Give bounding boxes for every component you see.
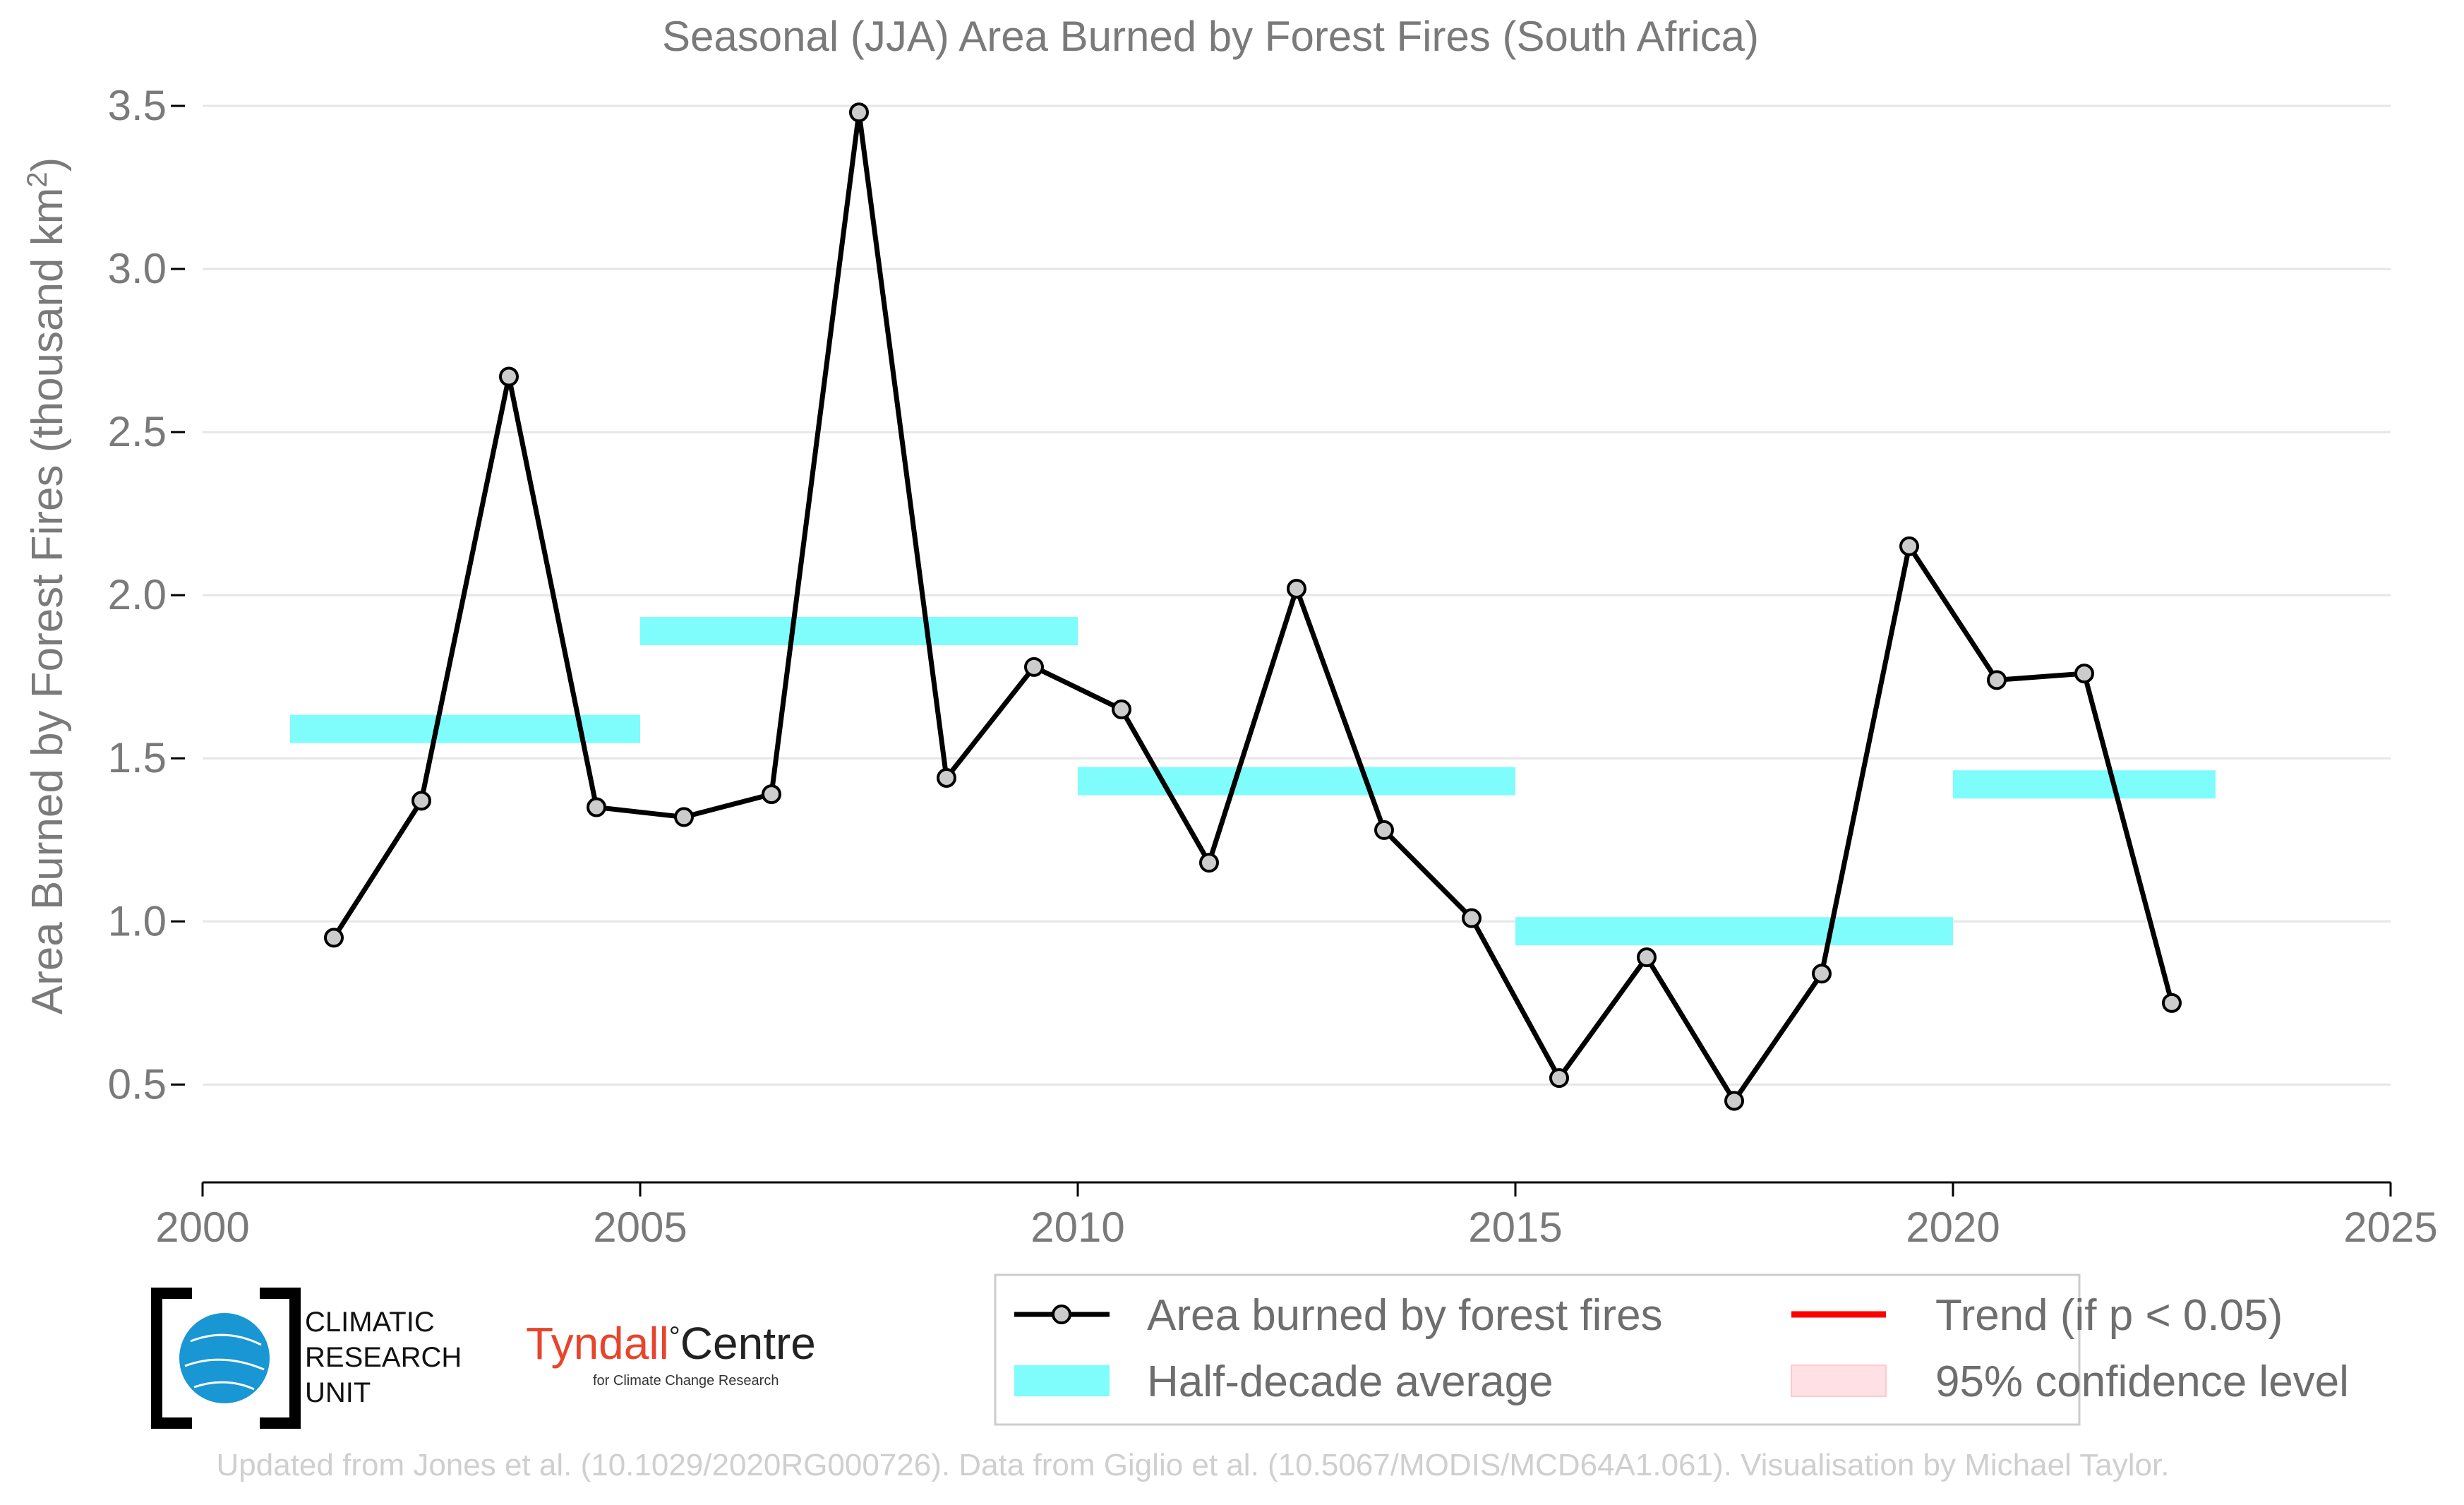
data-point-21	[2162, 993, 2182, 1013]
data-point-1	[411, 791, 431, 811]
tyndall-degree: °	[669, 1321, 680, 1353]
half-decade-band-0	[290, 714, 640, 743]
x-tick-label-1: 2005	[593, 1204, 687, 1251]
y-axis-label-close: )	[23, 157, 72, 172]
cru-text-line1: CLIMATIC	[305, 1307, 435, 1338]
legend-label-area-burned: Area burned by forest fires	[1147, 1291, 1663, 1340]
tyndall-subtitle: for Climate Change Research	[593, 1373, 779, 1389]
y-tick-label-5: 3.0	[108, 245, 167, 292]
legend-symbol-half-decade	[1014, 1365, 1110, 1396]
y-tick-label-1: 1.0	[108, 897, 167, 945]
data-point-15	[1637, 947, 1657, 968]
x-tick-label-4: 2020	[1906, 1204, 2000, 1251]
data-point-14	[1549, 1068, 1569, 1089]
legend-frame	[994, 1273, 2081, 1426]
cru-logo: CLIMATIC RESEARCH UNIT	[151, 1288, 462, 1429]
tyndall-name-part2: Centre	[680, 1318, 816, 1369]
footer-credits: Updated from Jones et al. (10.1029/2020R…	[217, 1448, 2170, 1482]
y-axis-label-main: Area Burned by Forest Fires (thousand km	[23, 188, 72, 1015]
globe-swirl-1	[190, 1333, 262, 1346]
y-tick-label-0: 0.5	[108, 1060, 167, 1108]
data-series	[324, 102, 2182, 1111]
cru-text-line2: RESEARCH	[305, 1342, 462, 1373]
data-point-8	[1024, 656, 1044, 677]
series-line	[332, 109, 2175, 1103]
globe-swirl-3	[193, 1381, 255, 1391]
data-point-13	[1462, 908, 1482, 928]
tyndall-name-part1: Tyndall	[526, 1318, 669, 1369]
data-point-6	[849, 102, 869, 123]
data-point-3	[587, 797, 606, 817]
legend-symbol-confidence	[1791, 1365, 1887, 1397]
tyndall-logo: Tyndall°Centre for Climate Change Resear…	[526, 1318, 816, 1389]
data-point-18	[1899, 536, 1919, 556]
data-point-17	[1812, 964, 1832, 984]
legend-label-trend: Trend (if p < 0.05)	[1935, 1291, 2283, 1340]
half-decade-bands	[290, 617, 2216, 946]
cru-bracket-left	[151, 1288, 192, 1429]
data-point-20	[2074, 664, 2094, 684]
data-point-16	[1724, 1091, 1744, 1111]
legend-label-half-decade: Half-decade average	[1147, 1357, 1553, 1406]
x-axis: 2000 2005 2010 2015 2020 2025	[155, 1181, 2438, 1251]
legend-symbol-marker	[1052, 1305, 1071, 1324]
half-decade-band-1	[640, 617, 1078, 646]
x-tick-label-5: 2025	[2343, 1204, 2437, 1251]
globe-swirl-2	[184, 1358, 265, 1371]
half-decade-band-2	[1078, 767, 1515, 796]
tyndall-name: Tyndall°Centre	[526, 1318, 816, 1369]
data-point-4	[674, 807, 694, 827]
data-point-10	[1199, 853, 1219, 873]
legend: Area burned by forest fires Trend (if p …	[994, 1273, 2349, 1426]
legend-label-confidence: 95% confidence level	[1935, 1357, 2349, 1406]
y-tick-label-6: 3.5	[108, 82, 167, 129]
y-tick-label-4: 2.5	[108, 408, 167, 455]
x-tick-label-2: 2010	[1030, 1204, 1124, 1251]
half-decade-band-3	[1515, 917, 1953, 946]
data-point-9	[1112, 699, 1131, 719]
y-tick-label-3: 2.0	[108, 571, 167, 618]
data-point-12	[1374, 820, 1394, 840]
grid-lines	[203, 104, 2391, 1086]
data-point-11	[1287, 578, 1306, 599]
data-point-0	[324, 928, 344, 948]
data-point-19	[1987, 670, 2007, 690]
data-point-7	[937, 767, 956, 788]
cru-bracket-right	[260, 1288, 301, 1429]
y-axis-label: Area Burned by Forest Fires (thousand km…	[22, 157, 72, 1015]
chart-title: Seasonal (JJA) Area Burned by Forest Fir…	[662, 13, 1759, 60]
y-tick-label-2: 1.5	[108, 734, 167, 781]
half-decade-band-4	[1953, 770, 2216, 799]
cru-text-line3: UNIT	[305, 1377, 371, 1408]
y-axis-label-superscript: 2	[22, 172, 53, 187]
data-point-2	[499, 366, 519, 387]
x-tick-label-0: 2000	[155, 1204, 249, 1251]
y-axis: 0.5 1.0 1.5 2.0 2.5 3.0 3.5	[108, 82, 185, 1108]
data-point-5	[762, 784, 781, 805]
globe-icon	[179, 1313, 270, 1403]
x-tick-label-3: 2015	[1468, 1204, 1562, 1251]
